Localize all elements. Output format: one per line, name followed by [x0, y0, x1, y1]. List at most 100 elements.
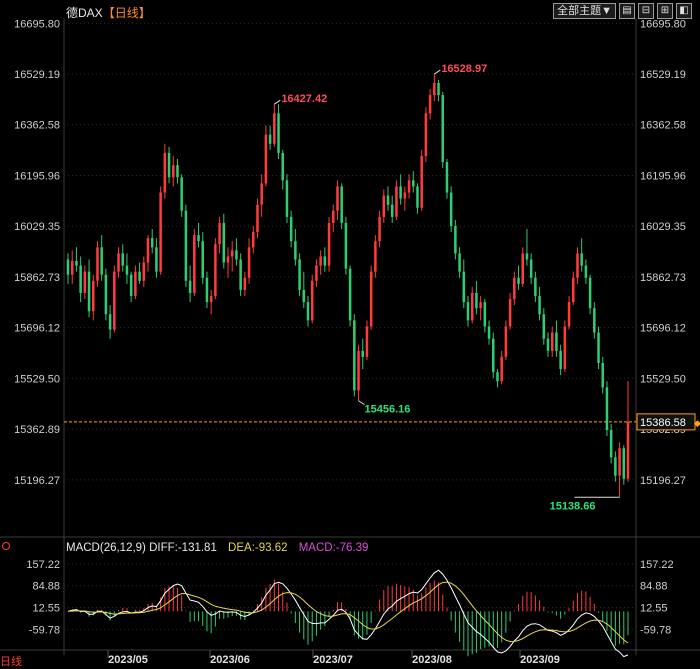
macd-title: MACD(26,12,9) — [66, 542, 146, 554]
price-axis-tick-right: 16029.35 — [640, 221, 686, 233]
candle-body — [79, 265, 82, 293]
candle-body — [470, 292, 474, 321]
candle-body — [412, 180, 415, 187]
macd-axis-tick-right: 12.55 — [640, 603, 668, 615]
candle-body — [201, 241, 204, 278]
candle-body — [134, 271, 137, 297]
diff-line — [67, 569, 629, 658]
price-axis-tick-left: 15529.50 — [14, 373, 60, 385]
candle-body — [508, 299, 512, 327]
candle-body — [466, 302, 470, 321]
candle-body — [125, 265, 129, 275]
candle-body — [197, 235, 200, 242]
candle-body — [239, 259, 242, 290]
period-tab[interactable]: 日线 — [0, 656, 22, 668]
candle-body — [218, 222, 221, 245]
candle-body — [487, 326, 491, 339]
macd-axis-tick-right: 84.88 — [640, 581, 668, 593]
candle-body — [281, 152, 284, 181]
macd-axis-tick-right: 157.22 — [640, 559, 674, 571]
candle-body — [340, 186, 343, 223]
macd-axis-tick-right: -59.78 — [640, 624, 671, 636]
layout-icon[interactable]: ▤ — [619, 3, 635, 19]
price-axis-tick-left: 16362.58 — [14, 120, 60, 132]
split-icon[interactable]: ⊟ — [638, 3, 654, 19]
candle-body — [563, 326, 567, 370]
candle-body — [361, 350, 364, 357]
candle-body — [365, 326, 369, 357]
candle-body — [559, 350, 562, 370]
price-axis-tick-left: 15362.89 — [14, 424, 60, 436]
candle-body — [289, 216, 293, 242]
candle-body — [306, 302, 310, 321]
price-axis-tick-left: 15196.27 — [14, 475, 60, 487]
candle-body — [142, 262, 146, 281]
candle-body — [555, 332, 558, 351]
candle-body — [277, 113, 280, 153]
candle-body — [235, 250, 238, 260]
candle-body — [504, 326, 508, 357]
candle-body — [260, 183, 263, 205]
candle-body — [310, 280, 314, 321]
candle-body — [609, 429, 613, 458]
candle-body — [348, 268, 352, 321]
price-axis-tick-left: 16529.19 — [14, 69, 60, 81]
candle-body — [449, 192, 453, 226]
x-axis-label: 2023/07 — [313, 654, 353, 664]
candle-body — [163, 152, 167, 193]
price-axis-tick-left: 15862.73 — [14, 272, 60, 284]
current-price-label: 15386.58 — [640, 417, 686, 429]
dea-value: DEA:-93.62 — [228, 542, 288, 554]
candle-body — [332, 210, 335, 223]
candle-body — [416, 186, 419, 208]
candle-body — [336, 186, 339, 211]
symbol-name: 德DAX — [66, 6, 103, 20]
candle-body — [605, 387, 609, 430]
candle-body — [104, 274, 108, 315]
diff-value: DIFF:-131.81 — [149, 542, 217, 554]
candle-body — [302, 289, 306, 303]
theme-select-button[interactable]: 全部主题▼ — [553, 3, 616, 19]
macd-value: MACD:-76.39 — [298, 542, 369, 554]
candle-body — [475, 292, 478, 309]
price-axis-tick-right: 16529.19 — [640, 69, 686, 81]
low-annotation: 15138.66 — [550, 500, 596, 512]
candle-body — [273, 113, 276, 144]
candle-body — [382, 195, 386, 217]
candle-body — [298, 259, 301, 290]
candle-body — [319, 256, 322, 266]
candle-body — [268, 134, 272, 144]
candle-body — [353, 320, 356, 391]
current-price-marker-icon: ◆ — [694, 418, 700, 428]
candle-body — [458, 253, 461, 272]
price-axis-tick-right: 15862.73 — [640, 272, 686, 284]
candle-body — [117, 253, 120, 272]
candle-body — [100, 247, 103, 275]
period-label: 【日线】 — [102, 6, 151, 20]
indicator-icon[interactable]: ⊞ — [657, 3, 673, 19]
x-axis-label: 2023/09 — [520, 654, 560, 664]
candle-body — [146, 238, 150, 263]
current-price-box — [636, 413, 696, 431]
dea-line — [67, 581, 629, 644]
candle-body — [395, 186, 398, 217]
candle-body — [155, 247, 158, 272]
candle-body — [479, 302, 482, 309]
candle-body — [256, 204, 259, 233]
candle-body — [176, 165, 179, 178]
candle-body — [529, 259, 533, 278]
candle-body — [576, 253, 579, 278]
candle-body — [230, 250, 234, 257]
candle-body — [357, 350, 360, 391]
price-axis-tick-left: 15696.12 — [14, 323, 60, 335]
candle-body — [433, 82, 436, 96]
expand-icon[interactable]: ◧ — [676, 3, 692, 19]
indicator-settings-icon[interactable] — [2, 542, 10, 550]
candle-body — [150, 238, 154, 248]
candle-body — [222, 222, 226, 263]
candle-body — [403, 192, 407, 199]
candle-body — [378, 216, 381, 242]
candle-body — [513, 277, 516, 300]
chart-title: 德DAX【日线】 — [66, 4, 151, 21]
